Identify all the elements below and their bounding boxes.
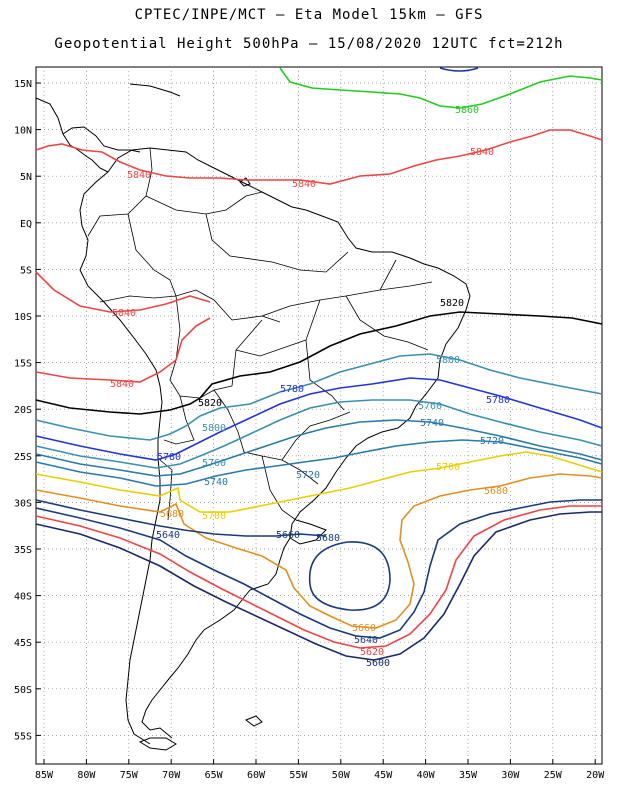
lat-tick-label: 50S	[14, 685, 32, 696]
lon-tick-label: 20W	[586, 770, 605, 781]
grid	[36, 67, 602, 764]
contour-5620	[35, 505, 602, 649]
lon-tick-label: 55W	[289, 770, 308, 781]
label-5700: 5700	[202, 511, 226, 522]
contour-5600	[35, 511, 602, 661]
label-5840: 5840	[470, 147, 494, 158]
lat-tick-label: 15N	[14, 79, 32, 90]
label-5640: 5640	[354, 635, 378, 646]
lat-tick-label: 5S	[20, 265, 32, 276]
contour-5840-sw	[35, 317, 211, 383]
label-5800: 5800	[202, 423, 226, 434]
label-5660: 5660	[276, 530, 300, 541]
contour-5760	[35, 399, 603, 469]
south-america-coast	[107, 147, 471, 739]
map-frame	[35, 66, 603, 765]
lat-tick-label: 35S	[14, 545, 32, 556]
label-5740: 5740	[420, 418, 444, 429]
chart-subtitle: Geopotential Height 500hPa – 15/08/2020 …	[54, 36, 564, 52]
lat-tick-label: 45S	[14, 638, 32, 649]
falklands	[244, 715, 263, 727]
contour-5660	[35, 499, 327, 537]
lat-tick-label: 25S	[14, 452, 32, 463]
contour-5860-top	[439, 67, 479, 72]
label-5620: 5620	[360, 647, 384, 658]
west-coast	[79, 171, 163, 745]
label-5680: 5680	[484, 486, 508, 497]
tierra-del-fuego	[138, 737, 177, 751]
contour-5740	[35, 419, 603, 477]
contours	[35, 67, 603, 661]
lon-tick-label: 30W	[501, 770, 520, 781]
label-5660: 5660	[352, 623, 376, 634]
contour-5800	[35, 353, 603, 441]
caribbean-coast	[62, 126, 141, 153]
cuba-fragment	[129, 83, 181, 97]
contour-5680	[35, 473, 603, 629]
lat-tick-label: 40S	[14, 592, 32, 603]
contour-5840-north	[35, 129, 603, 185]
label-5680: 5680	[316, 533, 340, 544]
contour-5780	[35, 377, 603, 461]
label-5700: 5700	[436, 462, 460, 473]
label-5840: 5840	[110, 379, 134, 390]
lat-tick-label: 20S	[14, 405, 32, 416]
lat-tick-label: 10N	[14, 126, 32, 137]
lon-tick-label: 85W	[35, 770, 54, 781]
lat-tick-label: 30S	[14, 498, 32, 509]
lat-tick-label: 5N	[20, 172, 32, 183]
lon-tick-label: 35W	[459, 770, 478, 781]
coastlines	[35, 83, 471, 751]
chart-title: CPTEC/INPE/MCT – Eta Model 15km – GFS	[134, 7, 484, 23]
lon-tick-label: 60W	[247, 770, 266, 781]
label-5860: 5860	[455, 105, 479, 116]
label-5780: 5780	[157, 452, 181, 463]
lon-tick-label: 75W	[120, 770, 139, 781]
label-5760: 5760	[202, 458, 226, 469]
label-5820: 5820	[440, 298, 464, 309]
lat-tick-label: EQ	[20, 219, 32, 230]
contour-5720	[35, 439, 603, 487]
borders	[87, 147, 433, 521]
label-5640: 5640	[156, 530, 180, 541]
label-5840: 5840	[112, 308, 136, 319]
contour-5840-west	[35, 271, 211, 313]
lat-tick-label: 55S	[14, 731, 32, 742]
lon-tick-label: 80W	[77, 770, 96, 781]
label-5760: 5760	[418, 401, 442, 412]
label-5820: 5820	[198, 398, 222, 409]
label-5600: 5600	[366, 658, 390, 669]
label-5680: 5680	[160, 509, 184, 520]
label-5740: 5740	[204, 477, 228, 488]
label-5780: 5780	[486, 395, 510, 406]
label-5720: 5720	[480, 436, 504, 447]
label-5720: 5720	[296, 470, 320, 481]
lon-tick-label: 70W	[162, 770, 181, 781]
label-5800: 5800	[436, 355, 460, 366]
central-america-coast	[35, 97, 109, 173]
lon-tick-label: 40W	[417, 770, 436, 781]
lon-tick-label: 65W	[205, 770, 224, 781]
contour-5640	[35, 499, 602, 639]
contour-5860	[279, 67, 603, 109]
label-5840: 5840	[292, 179, 316, 190]
lon-tick-label: 50W	[332, 770, 351, 781]
lat-tick-label: 10S	[14, 312, 32, 323]
lat-tick-label: 15S	[14, 359, 32, 370]
contour-5700	[35, 451, 603, 513]
lon-tick-label: 25W	[544, 770, 563, 781]
label-5780: 5780	[280, 384, 304, 395]
contour-labels: 5860 5840 5840 5840 5840 5840 5820 5820 …	[110, 105, 510, 669]
label-5840: 5840	[127, 170, 151, 181]
contour-5680-low	[308, 541, 391, 611]
lon-tick-label: 45W	[374, 770, 393, 781]
contour-5820-interior	[35, 311, 603, 415]
tick-labels: 15N 10N 5N EQ 5S 10S 15S 20S 25S 30S 35S 40S 45S 50S 5…	[14, 79, 605, 781]
